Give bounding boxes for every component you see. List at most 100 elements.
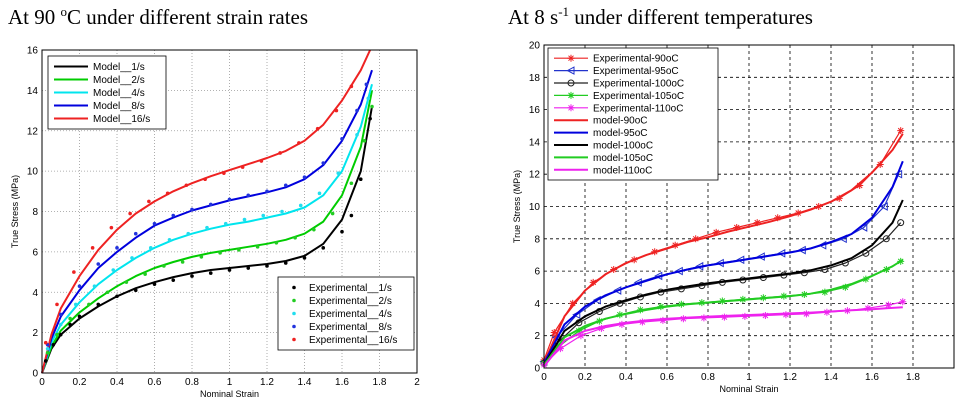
right-series-experimental-90oc-marker xyxy=(712,228,720,236)
right-x-tick-label: 1.4 xyxy=(824,372,838,383)
left-series-experimental-1-s-point xyxy=(152,282,157,286)
left-series-experimental-1-s-point xyxy=(96,302,101,307)
right-series-experimental-110oc-marker xyxy=(597,324,605,332)
left-legend-bottom-right-entry-experimental-1-s-label: Experimental__1/s xyxy=(309,283,392,294)
chart-title-right-sup: -1 xyxy=(558,4,570,19)
left-series-experimental-1-s-point xyxy=(302,256,307,260)
left-legend-bottom-right-entry-experimental-4-s-label: Experimental__4/s xyxy=(309,309,392,320)
right-legend-top-left-entry-experimental-105oc-label: Experimental-105oC xyxy=(593,91,684,102)
left-y-tick-label: 8 xyxy=(32,207,38,218)
right-series-model-105oc-line xyxy=(543,258,904,366)
left-series-experimental-8-s-point xyxy=(355,108,359,113)
left-series-model-4-s-line xyxy=(41,84,373,374)
left-axes-frame xyxy=(41,49,418,374)
right-series-model-95oc-line xyxy=(543,160,904,364)
right-series-experimental-110oc-marker xyxy=(700,314,708,322)
left-x-tick-label: 0.6 xyxy=(148,377,162,388)
right-series-experimental-90oc-marker xyxy=(589,278,597,286)
right-y-tick-label: 0 xyxy=(534,364,540,375)
left-series-experimental-4-s-point xyxy=(298,203,303,208)
left-series-experimental-1-s-point xyxy=(321,246,326,250)
left-series-experimental-1-s-point xyxy=(51,342,56,347)
chart-title-right-suffix: under different temperatures xyxy=(569,5,813,29)
left-series-experimental-8-s xyxy=(45,82,369,347)
left-series-experimental-16-s-point xyxy=(147,199,151,204)
left-x-tick-label: 0.4 xyxy=(110,377,124,388)
right-series-experimental-95oc-marker xyxy=(592,295,601,305)
left-series-experimental-2-s-point xyxy=(199,255,204,259)
left-series-experimental-2-s-point xyxy=(255,245,260,249)
left-x-tick-label: 1.2 xyxy=(260,377,274,388)
left-series-experimental-4-s-point xyxy=(355,132,359,137)
left-series-experimental-1-s-point xyxy=(227,268,232,272)
right-series-experimental-95oc-marker xyxy=(818,240,827,250)
right-legend-top-left-entry-experimental-95oc-label: Experimental-95oC xyxy=(593,66,679,77)
left-series-experimental-1-s-point xyxy=(171,278,176,282)
chart-title-left-suffix: C under different strain rates xyxy=(67,5,309,29)
left-series-experimental-8-s-point xyxy=(340,137,344,141)
left-legend-bottom-right-entry-experimental-16-s-symbol xyxy=(292,337,296,342)
left-series-experimental-4-s-point xyxy=(261,213,266,218)
right-legend-top-left-entry-experimental-95oc-marker xyxy=(566,66,575,75)
left-legend-bottom-right-entry-experimental-2-s-label: Experimental__2/s xyxy=(309,296,392,307)
left-x-tick-label: 1 xyxy=(227,377,233,388)
left-series-model-1-s-line xyxy=(41,106,373,374)
left-series-experimental-2-s-point xyxy=(218,251,222,255)
right-legend-top-left-entry-experimental-100oc-label: Experimental-100oC xyxy=(593,79,684,90)
left-series-experimental-4-s-point xyxy=(336,171,341,175)
left-series-experimental-2-s-point xyxy=(293,235,297,240)
left-series-experimental-16-s-point xyxy=(203,177,207,181)
right-legend-top-left-entry-model-110oc-label: model-110oC xyxy=(593,165,652,176)
left-legend-top-left-entry-model-1-s-label: Model__1/s xyxy=(93,62,145,73)
right-y-tick-label: 8 xyxy=(534,234,540,245)
left-series-experimental-4-s-point xyxy=(167,237,172,242)
left-y-tick-label: 2 xyxy=(32,328,38,339)
left-x-axis-label: Nominal Strain xyxy=(200,389,259,399)
left-series-experimental-8-s-point xyxy=(302,175,307,179)
left-series-experimental-1-s xyxy=(43,116,372,363)
right-y-tick-label: 2 xyxy=(534,331,540,342)
right-x-tick-label: 0.8 xyxy=(701,372,715,383)
left-series-experimental-16-s-point xyxy=(278,151,282,155)
right-series-model-100oc xyxy=(543,199,904,366)
left-series-experimental-8-s-point xyxy=(77,284,82,288)
right-y-tick-label: 16 xyxy=(529,105,541,116)
chart-title-right: At 8 s-1 under different temperatures xyxy=(508,4,813,29)
left-series-model-16-s-line xyxy=(41,49,372,374)
right-series-model-90oc xyxy=(543,133,904,364)
left-series-experimental-8-s-point xyxy=(96,262,101,266)
right-x-tick-label: 1.6 xyxy=(865,372,879,383)
left-series-experimental-4-s-point xyxy=(223,221,228,226)
chart-title-left-sup: o xyxy=(60,4,68,19)
left-series-experimental-2-s-point xyxy=(362,139,367,143)
right-legend-top-left-entry-model-95oc-label: model-95oC xyxy=(593,128,647,139)
left-series-experimental-8-s-point xyxy=(321,161,326,165)
right-legend-top-left-entry-experimental-100oc-marker xyxy=(567,79,575,87)
right-x-tick-label: 1 xyxy=(746,372,752,383)
left-series-experimental-16-s-point xyxy=(184,183,189,188)
right-series-model-90oc-line xyxy=(543,133,904,364)
left-x-tick-label: 0 xyxy=(39,377,45,388)
right-x-tick-label: 1.8 xyxy=(906,372,920,383)
right-series-experimental-105oc-marker xyxy=(841,283,849,291)
right-series-experimental-110oc-marker xyxy=(720,313,728,321)
right-legend-top-left-entry-experimental-105oc-marker xyxy=(567,91,575,99)
right-legend-top-left-entry-experimental-90oc-label: Experimental-90oC xyxy=(593,54,679,65)
left-series-experimental-2-s-point xyxy=(68,316,72,321)
left-series-experimental-1-s-point xyxy=(190,274,194,278)
left-series-experimental-16-s-point xyxy=(72,270,76,274)
left-series-experimental-4-s-point xyxy=(186,231,191,236)
left-legend-bottom-right-entry-experimental-8-s-symbol xyxy=(292,324,296,329)
left-series-experimental-2-s-point xyxy=(349,181,354,186)
left-series-experimental-8-s-point xyxy=(152,221,157,226)
chart-title-left: At 90 oC under different strain rates xyxy=(8,4,309,29)
right-y-tick-label: 14 xyxy=(529,137,541,148)
left-series-model-8-s xyxy=(41,69,373,374)
right-series-experimental-90oc-marker xyxy=(753,219,761,227)
left-series-experimental-8-s-point xyxy=(58,312,63,317)
left-series-experimental-1-s-point xyxy=(68,322,72,327)
left-series-experimental-4-s-point xyxy=(58,322,63,327)
right-series-experimental-105oc-marker xyxy=(575,327,583,335)
left-series-experimental-4-s-point xyxy=(242,217,247,222)
